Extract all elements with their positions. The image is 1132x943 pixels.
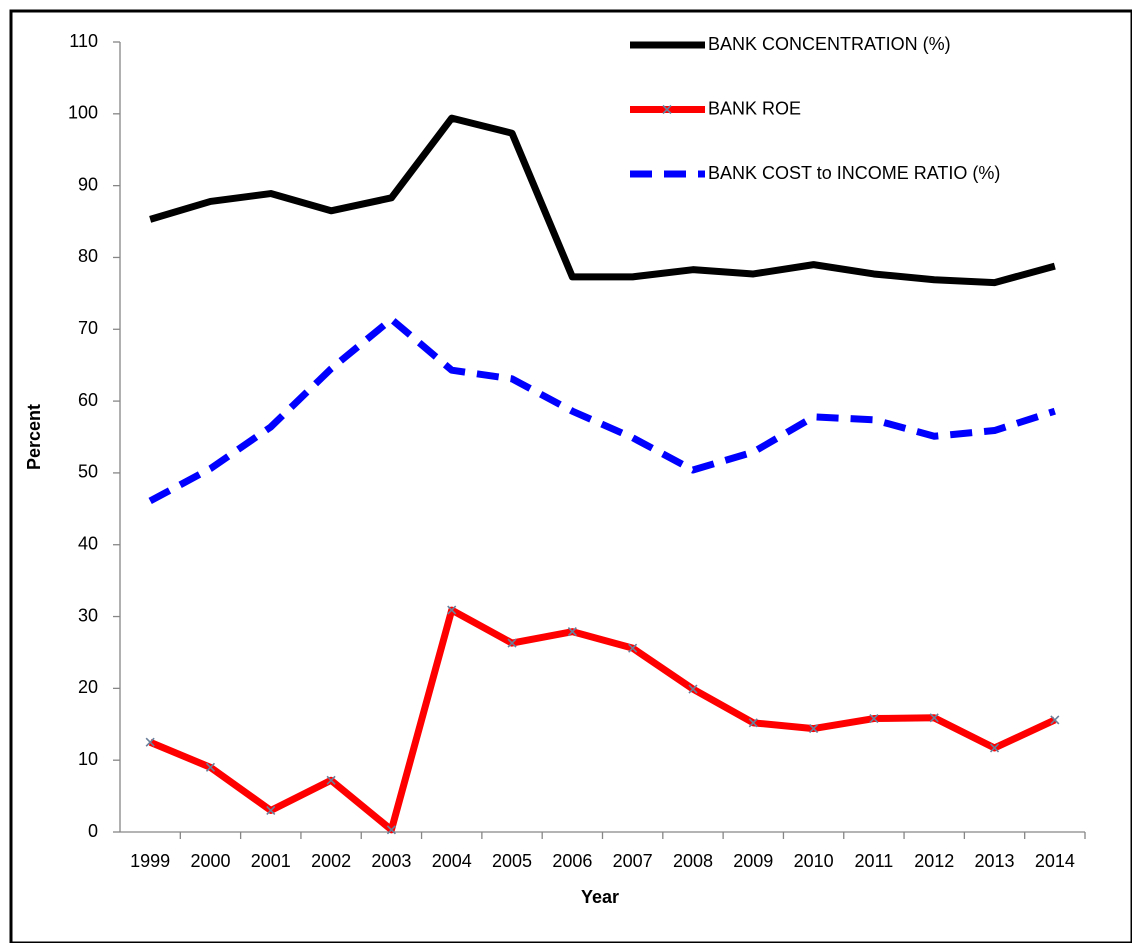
- y-tick-label: 0: [88, 821, 98, 841]
- x-tick-label: 2009: [733, 851, 773, 871]
- y-tick-label: 70: [78, 318, 98, 338]
- x-tick-label: 2005: [492, 851, 532, 871]
- y-tick-label: 40: [78, 533, 98, 553]
- data-line: [148, 315, 1056, 505]
- marker: [567, 627, 577, 637]
- y-tick-label: 110: [69, 31, 98, 51]
- marker: [145, 737, 155, 747]
- frame: [9, 9, 1132, 943]
- marker: [628, 643, 638, 653]
- x-tick-label: 2011: [855, 851, 894, 871]
- x-tick-label: 1999: [130, 851, 170, 871]
- y-axis-label: Percent: [24, 404, 44, 470]
- x-axis-label: Year: [581, 887, 619, 907]
- legend-marker: [662, 104, 672, 115]
- x-tick-label: 2008: [673, 851, 713, 871]
- x-tick-label: 2014: [1035, 851, 1075, 871]
- marker: [1050, 715, 1060, 725]
- legend-label: BANK COST to INCOME RATIO (%): [708, 163, 1000, 183]
- x-tick-label: 2002: [311, 851, 351, 871]
- marker: [507, 638, 517, 648]
- y-tick-label: 50: [78, 462, 98, 482]
- y-tick-label: 20: [78, 677, 98, 697]
- marker: [386, 825, 396, 835]
- y-tick-label: 60: [78, 390, 98, 410]
- marker: [447, 605, 457, 615]
- marker: [266, 805, 276, 816]
- marker: [205, 762, 216, 772]
- marker: [869, 713, 879, 724]
- x-tick-label: 2006: [552, 851, 592, 871]
- y-tick-label: 10: [78, 749, 98, 769]
- x-tick-label: 2010: [794, 851, 834, 871]
- y-tick-label: 90: [78, 174, 98, 194]
- data-line: [149, 114, 1056, 287]
- x-tick-label: 2004: [432, 851, 472, 871]
- x-tick-label: 2012: [914, 851, 954, 871]
- x-tick-label: 2007: [613, 851, 653, 871]
- y-tick-label: 100: [68, 103, 98, 123]
- marker: [748, 718, 758, 728]
- legend-label: BANK ROE: [708, 98, 801, 118]
- marker: [688, 684, 698, 694]
- x-tick-label: 2001: [251, 851, 291, 871]
- x-tick-label: 2013: [975, 851, 1015, 871]
- marker: [989, 743, 1000, 753]
- y-tick-label: 80: [78, 246, 98, 266]
- y-tick-label: 30: [78, 605, 98, 625]
- marker: [929, 713, 939, 723]
- data-line: [148, 606, 1057, 834]
- x-tick-label: 2000: [190, 851, 230, 871]
- x-tick-label: 2003: [371, 851, 411, 871]
- marker: [809, 724, 819, 734]
- legend-label: BANK CONCENTRATION (%): [708, 34, 951, 54]
- marker: [326, 775, 336, 785]
